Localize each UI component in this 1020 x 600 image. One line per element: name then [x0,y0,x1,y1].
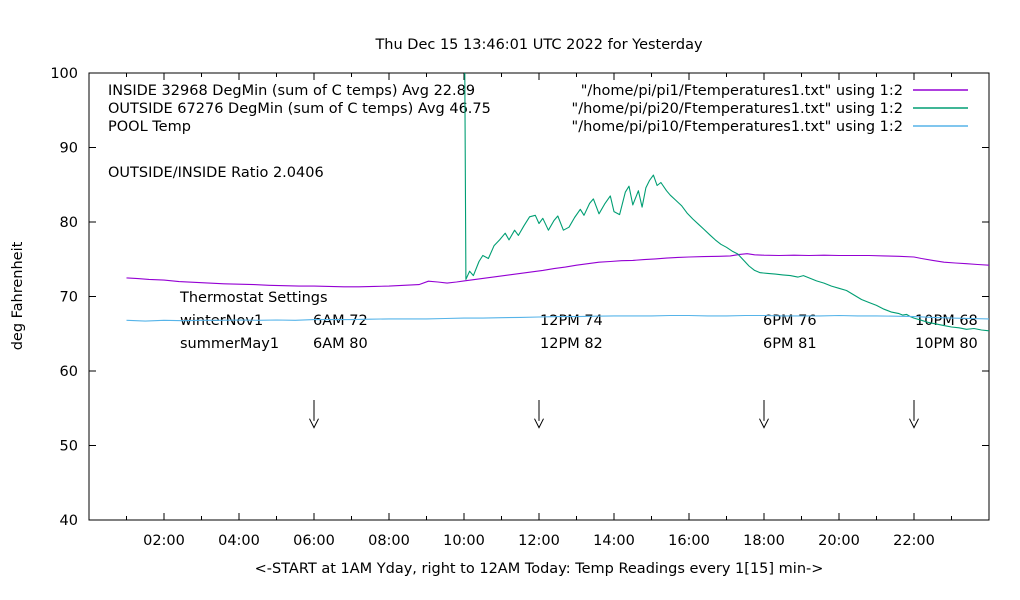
x-tick-label: 14:00 [593,533,635,549]
thermostat-summer-6am: 6AM 80 [313,336,368,352]
x-tick-label: 18:00 [743,533,785,549]
x-axis-title: <-START at 1AM Yday, right to 12AM Today… [255,561,824,577]
legend-file-pool: "/home/pi/pi10/Ftemperatures1.txt" using… [572,119,903,135]
legend-label-inside: INSIDE 32968 DegMin (sum of C temps) Avg… [108,83,475,99]
axis-ticks: 02:00 04:00 06:00 08:00 10:00 12:00 14:00 16:00… [50,66,989,549]
data-series [126,72,990,332]
y-tick-label: 100 [50,66,78,82]
series-line-outside [464,72,990,332]
legend-file-outside: "/home/pi/pi20/Ftemperatures1.txt" using… [572,101,903,117]
y-tick-label: 40 [60,513,78,529]
x-tick-label: 22:00 [893,533,935,549]
thermostat-settings: Thermostat Settings winterNov1 6AM 72 12… [179,290,978,352]
legend-label-outside: OUTSIDE 67276 DegMin (sum of C temps) Av… [108,101,491,117]
thermostat-winter-6am: 6AM 72 [313,313,368,329]
arrow-head [909,418,919,429]
thermostat-winter-name: winterNov1 [180,313,263,329]
series-line-pool [126,314,990,322]
y-tick-label: 90 [60,141,78,157]
x-tick-label: 10:00 [443,533,485,549]
x-tick-label: 20:00 [818,533,860,549]
x-tick-label: 16:00 [668,533,710,549]
arrow-head [759,418,769,429]
ratio-label: OUTSIDE/INSIDE Ratio 2.0406 [108,165,324,181]
y-tick-label: 60 [60,364,78,380]
arrow-head [534,418,544,429]
x-tick-label: 12:00 [518,533,560,549]
legend-label-pool: POOL Temp [108,119,191,135]
y-tick-label: 50 [60,439,78,455]
series-line-inside [126,253,990,288]
chart-title: Thu Dec 15 13:46:01 UTC 2022 for Yesterd… [374,37,703,53]
time-marker-arrows [309,400,919,429]
y-tick-label: 70 [60,290,78,306]
x-tick-label: 02:00 [143,533,185,549]
x-tick-label: 08:00 [368,533,410,549]
thermostat-summer-name: summerMay1 [180,336,279,352]
thermostat-winter-12pm: 12PM 74 [540,313,603,329]
thermostat-heading: Thermostat Settings [179,290,328,306]
x-tick-label: 04:00 [218,533,260,549]
x-tick-label: 06:00 [293,533,335,549]
legend-file-inside: "/home/pi/pi1/Ftemperatures1.txt" using … [581,83,903,99]
y-axis-title: deg Fahrenheit [10,241,26,350]
legend: INSIDE 32968 DegMin (sum of C temps) Avg… [108,83,968,135]
thermostat-winter-6pm: 6PM 76 [763,313,817,329]
thermostat-summer-6pm: 6PM 81 [763,336,817,352]
arrow-head [309,418,319,429]
thermostat-summer-12pm: 12PM 82 [540,336,603,352]
thermostat-summer-10pm: 10PM 80 [915,336,978,352]
y-tick-label: 80 [60,215,78,231]
